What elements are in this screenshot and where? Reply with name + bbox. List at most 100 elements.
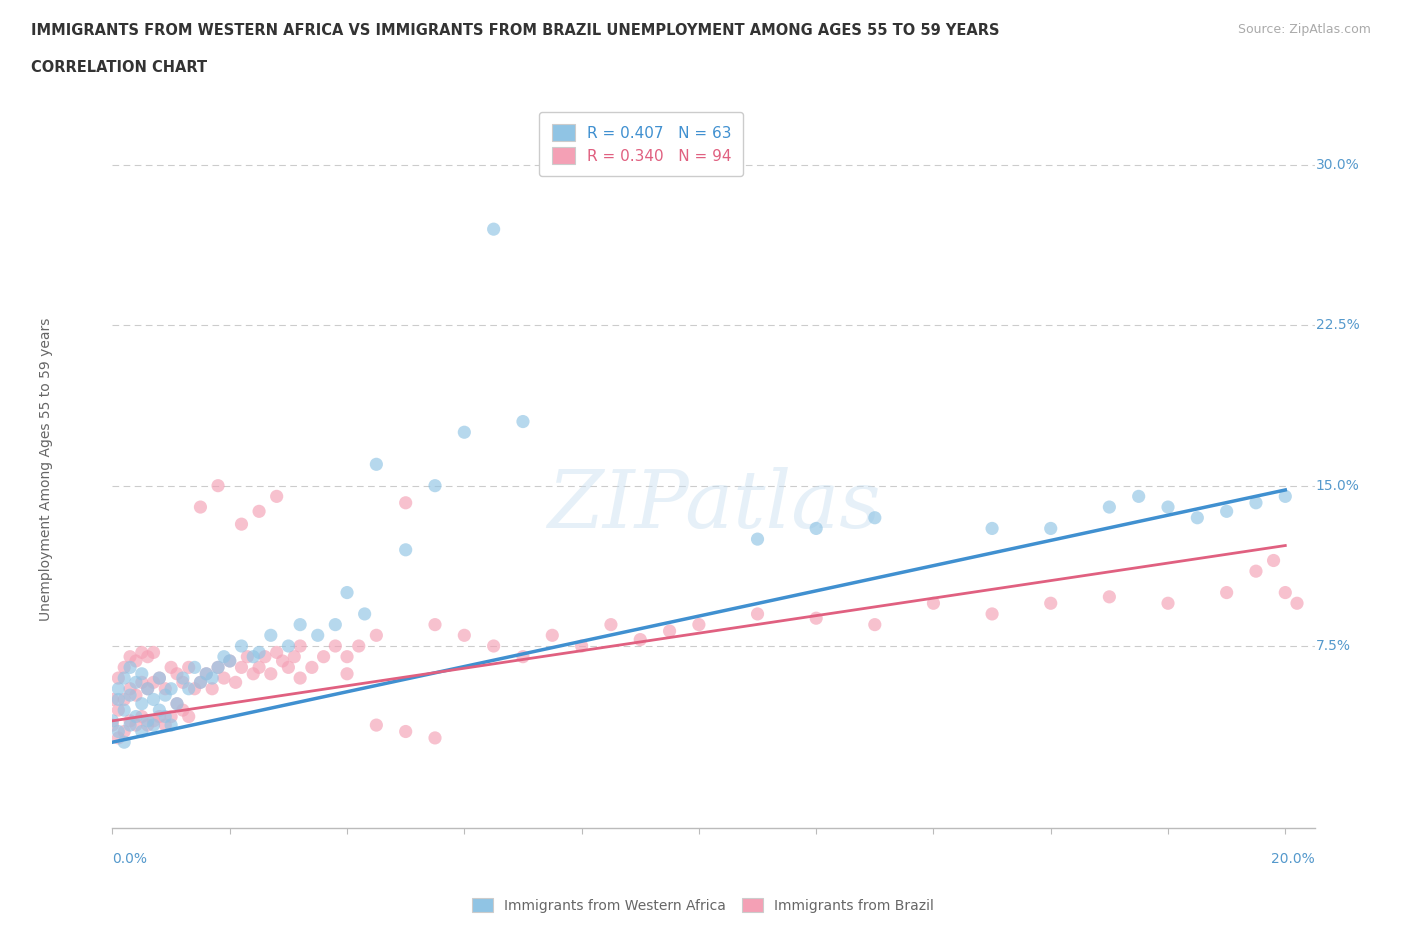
Point (148, 671, 170, 685)
Point (260, 628, 283, 643)
Point (212, 671, 235, 685)
Point (148, 703, 170, 718)
Point (136, 682, 159, 697)
Point (266, 645, 288, 660)
Point (120, 660, 142, 675)
Point (112, 692, 135, 707)
Point (190, 499, 212, 514)
Point (482, 221, 505, 236)
Point (1274, 489, 1296, 504)
Point (136, 718, 159, 733)
Point (395, 724, 418, 739)
Point (125, 709, 148, 724)
Point (177, 682, 200, 697)
Point (1098, 590, 1121, 604)
Point (101, 692, 124, 707)
Text: IMMIGRANTS FROM WESTERN AFRICA VS IMMIGRANTS FROM BRAZIL UNEMPLOYMENT AMONG AGES: IMMIGRANTS FROM WESTERN AFRICA VS IMMIGR… (31, 23, 1000, 38)
Point (148, 709, 170, 724)
Point (120, 682, 142, 697)
Point (323, 639, 346, 654)
Point (395, 496, 418, 511)
Point (863, 618, 886, 632)
Point (231, 660, 253, 675)
Point (112, 671, 135, 685)
Point (148, 671, 170, 685)
Point (218, 654, 240, 669)
Point (183, 660, 205, 675)
Point (101, 713, 124, 728)
Point (323, 618, 346, 632)
Point (512, 649, 534, 664)
Point (125, 687, 148, 702)
Point (107, 730, 129, 745)
Point (160, 718, 183, 733)
Point (160, 682, 183, 697)
Point (142, 692, 165, 707)
Point (747, 532, 769, 547)
Point (225, 675, 247, 690)
Point (120, 649, 142, 664)
Point (981, 606, 1004, 621)
Point (347, 639, 370, 654)
Point (981, 521, 1004, 536)
Point (482, 639, 505, 654)
Point (1157, 596, 1180, 611)
Point (688, 618, 710, 632)
Text: 22.5%: 22.5% (1316, 318, 1360, 332)
Point (336, 667, 359, 682)
Point (395, 542, 418, 557)
Point (131, 697, 153, 711)
Point (1039, 596, 1062, 611)
Point (166, 697, 188, 711)
Point (247, 504, 270, 519)
Point (136, 649, 159, 664)
Point (155, 718, 177, 733)
Text: 30.0%: 30.0% (1316, 158, 1360, 172)
Point (201, 682, 224, 697)
Point (260, 667, 283, 682)
Point (804, 611, 827, 626)
Point (190, 675, 212, 690)
Point (166, 697, 188, 711)
Point (271, 654, 294, 669)
Point (201, 671, 224, 685)
Point (155, 709, 177, 724)
Point (125, 654, 148, 669)
Text: ZIPatlas: ZIPatlas (547, 467, 880, 544)
Point (107, 703, 129, 718)
Point (131, 667, 153, 682)
Point (253, 649, 276, 664)
Point (120, 687, 142, 702)
Point (142, 645, 165, 660)
Point (107, 682, 129, 697)
Point (512, 414, 534, 429)
Point (136, 713, 159, 728)
Point (166, 667, 188, 682)
Point (195, 667, 218, 682)
Point (453, 425, 475, 440)
Point (307, 628, 329, 643)
Point (177, 660, 200, 675)
Point (101, 718, 124, 733)
Point (1157, 499, 1180, 514)
Point (1215, 585, 1237, 600)
Point (366, 718, 388, 733)
Point (218, 654, 240, 669)
Point (1187, 511, 1209, 525)
Text: CORRELATION CHART: CORRELATION CHART (31, 60, 207, 75)
Point (125, 675, 148, 690)
Point (1285, 596, 1308, 611)
Point (1128, 489, 1150, 504)
Point (112, 660, 135, 675)
Point (571, 639, 593, 654)
Point (131, 724, 153, 739)
Point (172, 671, 194, 685)
Point (120, 713, 142, 728)
Point (658, 624, 681, 639)
Point (112, 703, 135, 718)
Point (922, 596, 945, 611)
Point (301, 660, 323, 675)
Point (107, 692, 129, 707)
Point (312, 649, 335, 664)
Point (1215, 504, 1237, 519)
